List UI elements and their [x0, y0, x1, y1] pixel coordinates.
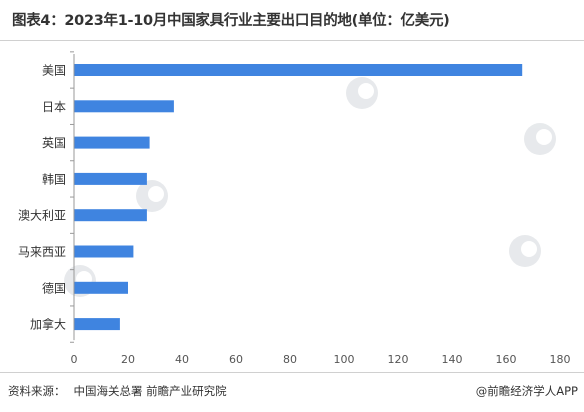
category-label: 日本: [42, 100, 66, 114]
category-label: 马来西亚: [18, 245, 66, 259]
watermark-logo: [509, 235, 541, 267]
x-tick-label: 60: [229, 353, 243, 366]
x-tick-label: 160: [496, 353, 517, 366]
chart-title: 图表4：2023年1-10月中国家具行业主要出口目的地(单位：亿美元): [12, 13, 450, 29]
category-label: 韩国: [42, 171, 66, 186]
x-tick-label: 40: [175, 353, 189, 366]
bar-5: [74, 245, 134, 258]
x-tick-label: 180: [550, 353, 571, 366]
category-label: 德国: [42, 280, 66, 295]
source-text: 中国海关总署 前瞻产业研究院: [73, 384, 227, 398]
bar-6: [74, 281, 128, 294]
x-tick-label: 120: [388, 353, 409, 366]
footer-divider: [0, 372, 584, 373]
bar-3: [74, 172, 147, 185]
source-note: 资料来源： 中国海关总署 前瞻产业研究院: [8, 383, 227, 399]
x-tick-label: 80: [283, 353, 297, 366]
title-divider: [0, 40, 584, 41]
category-label: 加拿大: [30, 317, 66, 332]
x-tick-label: 0: [71, 353, 78, 366]
category-label: 美国: [42, 64, 66, 78]
watermark-logo: [524, 123, 556, 155]
x-tick-label: 100: [334, 353, 355, 366]
bar-1: [74, 100, 174, 113]
watermark-logo: [136, 180, 168, 212]
bar-4: [74, 209, 147, 222]
category-label: 澳大利亚: [18, 209, 66, 223]
bar-0: [74, 64, 523, 76]
bar-2: [74, 136, 150, 149]
source-label: 资料来源：: [8, 384, 66, 398]
bar-chart: 美国日本英国韩国澳大利亚马来西亚德国加拿大 0 20 40 60 80 100 120 140…: [0, 41, 584, 371]
credit-text: @前瞻经济学人APP: [475, 384, 578, 398]
x-tick-label: 20: [121, 353, 135, 366]
watermark-logo: [346, 77, 378, 109]
x-tick-label: 140: [442, 353, 463, 366]
bar-7: [74, 318, 120, 331]
category-label: 英国: [42, 136, 66, 150]
